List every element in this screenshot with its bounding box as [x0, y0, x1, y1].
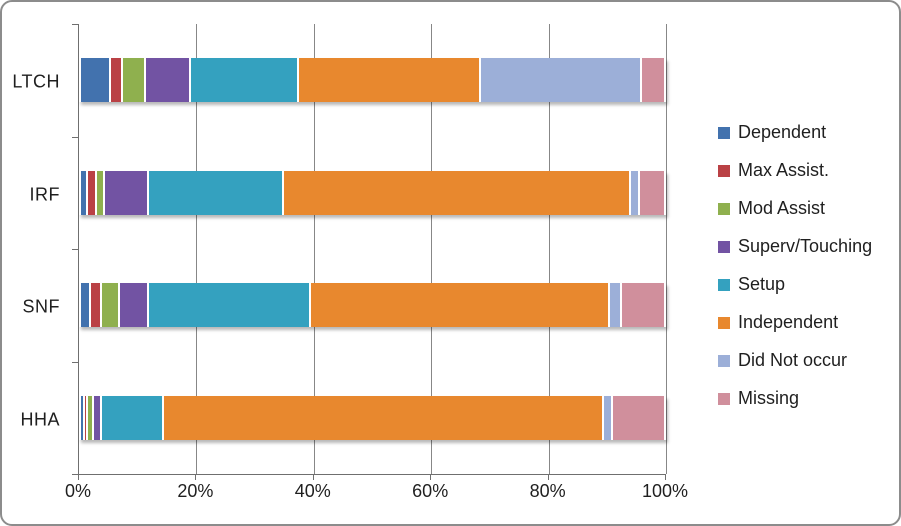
legend-label-dependent: Dependent [738, 122, 827, 142]
bar-segment-irf-missing[interactable] [639, 170, 666, 215]
x-tick-label-40: 40% [294, 481, 331, 501]
legend-item-superv-touching[interactable]: Superv/Touching [718, 236, 873, 256]
stacked-bar-ltch [79, 58, 666, 103]
bar-row-hha [79, 362, 666, 475]
bar-segment-ltch-missing[interactable] [642, 58, 666, 103]
legend-swatch-setup [718, 278, 730, 291]
legend-label-superv-touching: Superv/Touching [738, 236, 873, 256]
bar-row-snf [79, 249, 666, 362]
legend-label-max-assist: Max Assist. [738, 160, 830, 180]
x-tick-20 [195, 474, 197, 480]
y-tick-0 [72, 24, 78, 25]
bar-segment-hha-did-not-occur[interactable] [604, 395, 614, 440]
legend-swatch-missing [718, 392, 730, 405]
legend-label-missing: Missing [738, 388, 800, 408]
bar-segment-snf-max-assist[interactable] [90, 283, 103, 328]
bar-segment-hha-max-assist[interactable] [84, 395, 88, 440]
legend-item-dependent[interactable]: Dependent [718, 122, 872, 142]
bar-segment-irf-independent[interactable] [284, 170, 631, 215]
y-tick-2 [72, 249, 78, 250]
x-tick-60 [430, 474, 432, 480]
x-tick-100 [665, 474, 666, 480]
bar-segment-snf-setup[interactable] [149, 283, 311, 328]
y-tick-3 [72, 361, 78, 363]
x-tick-label-60: 60% [412, 481, 449, 501]
x-tick-label-20: 20% [177, 481, 214, 501]
legend-item-did-not-occur[interactable]: Did Not occur [718, 350, 872, 370]
bar-segment-hha-dependent[interactable] [79, 395, 85, 440]
legend-item-max-assist[interactable]: Max Assist. [718, 160, 872, 180]
legend-item-mod-assist[interactable]: Mod Assist [718, 198, 872, 218]
x-tick-label-0: 0% [64, 481, 92, 501]
plot-area [78, 24, 667, 475]
legend-label-independent: Independent [738, 312, 839, 332]
legend-item-missing[interactable]: Missing [718, 388, 872, 408]
bar-segment-irf-mod-assist[interactable] [96, 170, 106, 215]
bar-segment-ltch-dependent[interactable] [79, 58, 112, 103]
category-label-ltch: LTCH [12, 71, 60, 92]
bar-segment-hha-independent[interactable] [164, 395, 605, 440]
x-tick-label-100: 100% [641, 481, 689, 501]
bar-segment-ltch-setup[interactable] [190, 58, 300, 103]
legend-swatch-superv-touching [718, 240, 730, 253]
legend-item-setup[interactable]: Setup [718, 274, 872, 294]
legend-swatch-max-assist [718, 164, 730, 177]
bar-segment-hha-missing[interactable] [613, 395, 666, 440]
gridline-60 [431, 24, 433, 474]
bar-segment-snf-mod-assist[interactable] [102, 283, 121, 328]
bar-row-ltch [79, 24, 666, 137]
legend-item-independent[interactable]: Independent [718, 312, 872, 332]
bar-segment-irf-max-assist[interactable] [87, 170, 97, 215]
bar-segment-hha-mod-assist[interactable] [87, 395, 94, 440]
bar-segment-ltch-did-not-occur[interactable] [481, 58, 643, 103]
gridline-20 [196, 24, 198, 474]
bar-segment-irf-dependent[interactable] [79, 170, 88, 215]
x-tick-40 [312, 474, 314, 480]
stacked-bar-hha [79, 395, 666, 440]
gridline-80 [548, 24, 550, 474]
bar-segment-hha-setup[interactable] [102, 395, 165, 440]
y-tick-4 [72, 474, 78, 475]
bar-segment-hha-superv-touching[interactable] [93, 395, 103, 440]
category-label-hha: HHA [20, 409, 60, 430]
legend-swatch-independent [718, 316, 730, 329]
bar-segment-irf-setup[interactable] [149, 170, 285, 215]
category-label-irf: IRF [29, 184, 60, 205]
legend-label-setup: Setup [738, 274, 786, 294]
x-axis-labels: 0% 20% 40% 60% 80% 100% [65, 481, 688, 503]
bar-segment-snf-independent[interactable] [310, 283, 611, 328]
bar-segment-ltch-independent[interactable] [299, 58, 482, 103]
legend-swatch-mod-assist [718, 202, 730, 215]
y-axis-ticks [72, 24, 78, 475]
gridline-40 [313, 24, 315, 474]
bar-segment-snf-did-not-occur[interactable] [610, 283, 622, 328]
x-tick-label-80: 80% [529, 481, 566, 501]
legend-swatch-dependent [718, 126, 730, 139]
legend: Dependent Max Assist. Mod Assist Superv/Tou… [718, 122, 873, 427]
gridline-100 [666, 24, 667, 474]
bar-segment-irf-superv-touching[interactable] [105, 170, 150, 215]
legend-label-mod-assist: Mod Assist [738, 198, 826, 218]
legend-swatch-did-not-occur [718, 354, 730, 367]
bar-segment-snf-superv-touching[interactable] [120, 283, 150, 328]
x-axis-ticks [78, 474, 666, 480]
stacked-bar-irf [79, 170, 666, 215]
bar-segment-snf-missing[interactable] [621, 283, 666, 328]
y-axis-labels: LTCH IRF SNF HHA [2, 24, 60, 474]
legend-label-did-not-occur: Did Not occur [738, 350, 848, 370]
stacked-bar-snf [79, 283, 666, 328]
bar-segment-ltch-superv-touching[interactable] [146, 58, 191, 103]
bar-segment-ltch-mod-assist[interactable] [123, 58, 147, 103]
x-tick-80 [547, 474, 549, 480]
x-tick-0 [78, 474, 79, 480]
bar-row-irf [79, 137, 666, 250]
bar-segment-irf-did-not-occur[interactable] [630, 170, 640, 215]
category-label-snf: SNF [22, 296, 60, 317]
y-tick-1 [72, 136, 78, 138]
bar-segment-snf-dependent[interactable] [79, 283, 91, 328]
bar-segment-ltch-max-assist[interactable] [111, 58, 124, 103]
